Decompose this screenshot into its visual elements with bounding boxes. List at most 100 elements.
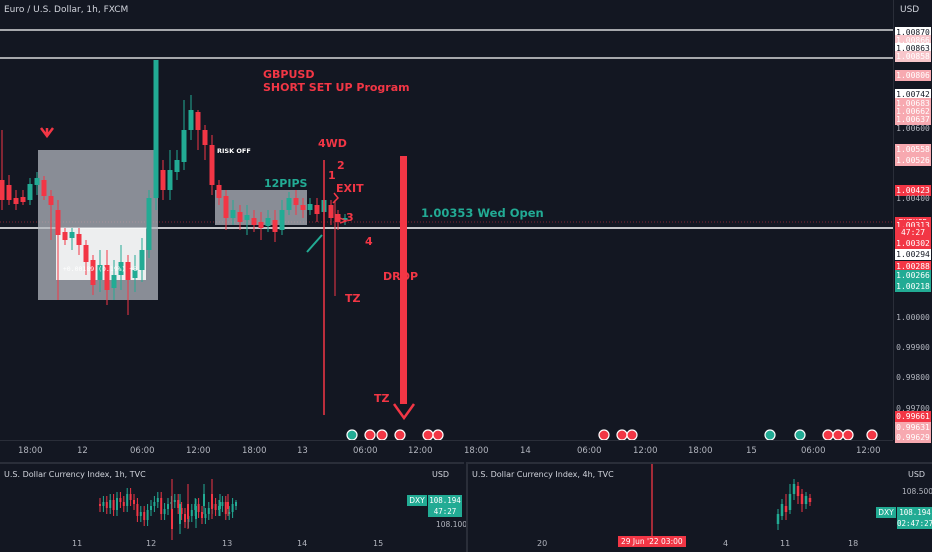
symbol-title[interactable]: Euro / U.S. Dollar, 1h, FXCM — [4, 5, 129, 15]
annotation-4: 4 — [365, 235, 373, 248]
candle — [146, 510, 149, 520]
candle — [163, 509, 166, 514]
price-tick: 108.100 — [436, 520, 468, 529]
price-label: 1.00637 — [895, 114, 931, 125]
annotation-2: 2 — [337, 159, 345, 172]
price-label: 1.00662 — [895, 106, 931, 117]
economic-event-icon — [422, 429, 434, 440]
candle — [105, 502, 108, 508]
price-label: 1.00866 — [895, 35, 931, 46]
dxy-1h-pane[interactable]: U.S. Dollar Currency Index, 1h, TVC USD … — [0, 462, 468, 552]
candle — [170, 502, 173, 504]
candle — [796, 486, 800, 496]
candle — [224, 502, 227, 514]
candle — [136, 504, 139, 516]
candle — [174, 160, 180, 172]
economic-event-icon — [432, 429, 444, 440]
time-label: 29 Jun '22 03:00 — [618, 536, 686, 547]
dxy-1h-plot[interactable] — [0, 464, 405, 540]
main-chart-pane[interactable]: Euro / U.S. Dollar, 1h, FXCM GBPUSD SHOR… — [0, 0, 932, 462]
dxy-4h-pane[interactable]: U.S. Dollar Currency Index, 4h, TVC USD … — [466, 462, 932, 552]
economic-event-icon — [616, 429, 628, 440]
economic-event-icon — [626, 429, 638, 440]
candle — [227, 502, 229, 509]
candle — [272, 220, 278, 232]
annotation-title-line1: GBPUSD — [263, 68, 315, 81]
price-label: 1.00600 — [896, 124, 930, 133]
main-plot-area[interactable] — [0, 0, 893, 440]
time-label: 12:00 — [186, 446, 211, 456]
time-label: 18:00 — [242, 446, 267, 456]
price-label: 1.00863 — [895, 43, 931, 54]
candle — [146, 198, 152, 250]
measure-box-stats: +0.00189 (0.19%) +8. — [62, 265, 142, 273]
dxy-price-label: 108.194 47:27 — [428, 495, 462, 517]
economic-event-icon — [866, 429, 878, 440]
time-label: 06:00 — [801, 446, 826, 456]
candle — [104, 265, 110, 290]
annotation-drop: DROP — [383, 270, 419, 283]
time-label: 18:00 — [688, 446, 713, 456]
time-label: 12:00 — [408, 446, 433, 456]
annotation-4wd: 4WD — [318, 137, 347, 150]
price-label: 1.00288 — [895, 261, 931, 272]
candle — [187, 504, 189, 519]
candle — [99, 504, 101, 506]
candle — [314, 205, 320, 214]
time-label: 13 — [297, 446, 308, 456]
economic-event-icon — [346, 429, 358, 440]
candle — [177, 500, 180, 508]
candle — [156, 498, 159, 502]
candle — [13, 198, 19, 204]
candle — [230, 210, 236, 218]
price-label: 0.99631 — [895, 422, 931, 433]
candle — [776, 514, 780, 524]
candle — [180, 508, 183, 514]
price-label: 1.00000 — [896, 313, 930, 322]
candle — [788, 494, 792, 510]
candle — [111, 275, 117, 288]
time-label: 12:00 — [633, 446, 658, 456]
time-label: 15 — [746, 446, 757, 456]
candle — [328, 205, 334, 218]
price-label: 1.00858 — [895, 51, 931, 62]
economic-events-row — [346, 429, 878, 440]
price-label: 1.00423 — [895, 185, 931, 196]
candle — [231, 504, 234, 512]
candle — [201, 512, 203, 518]
candle — [228, 512, 231, 514]
candle — [181, 130, 187, 162]
pane-title[interactable]: U.S. Dollar Currency Index, 1h, TVC — [4, 470, 146, 479]
economic-event-icon — [598, 429, 610, 440]
price-label: 0.99700 — [896, 404, 930, 413]
dxy-timer: 02:47:27 — [897, 519, 932, 528]
dxy-price-label: 108.194 02:47:27 — [897, 507, 932, 529]
candle — [41, 180, 47, 196]
candle — [83, 245, 89, 262]
candle — [211, 494, 213, 509]
annotation-exit: EXIT — [336, 182, 364, 195]
dxy-4h-plot[interactable] — [468, 464, 868, 540]
candle — [143, 512, 146, 520]
pane-title[interactable]: U.S. Dollar Currency Index, 4h, TVC — [472, 470, 614, 479]
candle — [0, 180, 5, 200]
dxy-value: 108.194 — [899, 508, 931, 517]
time-axis[interactable] — [0, 440, 893, 463]
drop-arrow-shaft — [400, 156, 407, 404]
candle — [129, 494, 132, 500]
candle — [195, 112, 201, 130]
price-label: 1.00558 — [895, 144, 931, 155]
axis-currency: USD — [908, 470, 926, 479]
candle — [219, 502, 221, 509]
candle — [69, 232, 75, 238]
candle — [27, 184, 33, 200]
candle — [109, 500, 112, 508]
economic-event-icon — [842, 429, 854, 440]
candle — [90, 260, 96, 285]
time-label: 15 — [373, 539, 384, 548]
price-tick: 108.500 — [902, 487, 932, 496]
candle — [132, 270, 138, 278]
dxy-tag: DXY — [876, 507, 896, 518]
time-label: 4 — [723, 539, 729, 548]
candles-group — [99, 479, 237, 540]
